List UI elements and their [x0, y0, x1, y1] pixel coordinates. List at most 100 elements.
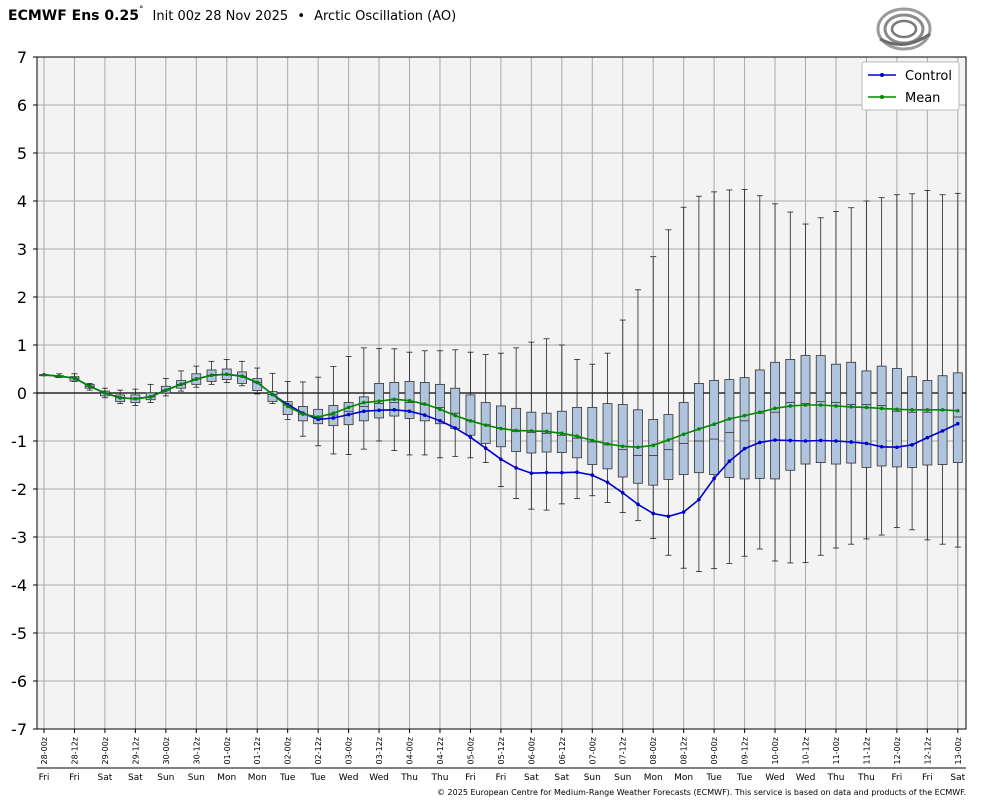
mean-point [742, 413, 747, 418]
box-plot [922, 190, 933, 541]
box-iqr [450, 387, 461, 429]
x-day-label: Thu [431, 773, 449, 783]
mean-point [346, 405, 351, 410]
box-iqr [419, 382, 430, 422]
control-point [575, 470, 579, 475]
x-tick-label: 29-00z [101, 737, 110, 764]
mean-point [590, 438, 595, 443]
x-day-label: Tue [736, 773, 753, 783]
mean-point [514, 428, 518, 433]
mean-point [849, 405, 853, 409]
legend-label-control: Control [905, 69, 952, 84]
mean-point [453, 413, 458, 418]
x-day-label: Tue [705, 773, 722, 783]
mean-point [620, 444, 625, 449]
y-tick-label: -3 [11, 528, 27, 547]
box-plot [815, 217, 826, 556]
control-point [697, 497, 701, 502]
box-iqr [770, 361, 780, 480]
control-point [834, 439, 838, 443]
control-point [362, 409, 366, 414]
y-tick-label: -7 [11, 720, 27, 739]
x-day-label: Mon [248, 773, 267, 783]
box-iqr [846, 361, 857, 464]
box-plot [891, 194, 902, 528]
mean-point [803, 403, 808, 407]
box-plot [602, 352, 613, 503]
x-day-label: Sat [950, 773, 965, 783]
control-point [727, 459, 732, 463]
x-tick-label: 09-00z [710, 737, 719, 764]
box-plot [739, 189, 750, 557]
x-day-label: Tue [279, 773, 296, 783]
mean-point [681, 432, 686, 437]
mean-point [255, 380, 260, 385]
header-init-time: Init 00z 28 Nov 2025 [152, 9, 289, 24]
x-day-label: Mon [217, 773, 236, 783]
box-plot [480, 354, 491, 464]
mean-point [788, 404, 793, 408]
x-tick-label: 09-12z [741, 737, 750, 764]
x-tick-label: 06-00z [527, 737, 536, 764]
control-point [940, 429, 945, 433]
legend-box [861, 61, 960, 111]
box-iqr [739, 377, 750, 480]
box-iqr [602, 403, 613, 470]
control-point [468, 435, 473, 439]
x-tick-label: 08-00z [649, 737, 658, 764]
control-point [910, 443, 914, 447]
mean-point [483, 423, 488, 427]
x-tick-label: 30-00z [162, 737, 171, 764]
x-tick-label: 03-12z [375, 737, 384, 764]
mean-point [834, 404, 838, 408]
x-day-label: Sun [584, 773, 601, 783]
mean-point [362, 400, 366, 405]
mean-point [42, 372, 46, 377]
x-day-label: Wed [369, 773, 389, 783]
box-plot [831, 211, 841, 549]
mean-point [194, 377, 199, 381]
x-tick-label: 07-00z [588, 737, 597, 764]
control-point [651, 511, 655, 516]
control-point [377, 408, 381, 413]
control-point [849, 440, 853, 444]
x-tick-label: 04-00z [406, 737, 415, 764]
mean-point [148, 395, 153, 399]
x-tick-label: 10-00z [771, 737, 780, 764]
x-tick-label: 11-12z [862, 737, 871, 764]
mean-point [118, 396, 122, 400]
mean-point [544, 429, 549, 434]
control-point [712, 476, 716, 481]
box-plot [724, 189, 735, 564]
mean-point [697, 427, 701, 431]
x-tick-label: 05-12z [497, 737, 506, 764]
x-tick-label: 13-00z [954, 737, 963, 764]
box-plot [252, 367, 263, 395]
x-tick-label: 11-00z [832, 737, 841, 764]
box-iqr [754, 369, 765, 479]
box-plot [709, 191, 720, 570]
mean-point [956, 408, 960, 413]
legend-label-mean: Mean [905, 91, 940, 106]
box-plot [846, 207, 857, 545]
mean-point [407, 398, 412, 403]
box-iqr [617, 404, 628, 478]
mean-point [864, 405, 869, 410]
x-day-label: Fri [69, 773, 80, 783]
box-iqr [678, 402, 689, 476]
box-plot [328, 366, 339, 455]
box-plot [678, 206, 689, 569]
x-day-label: Sat [524, 773, 539, 783]
legend-marker-control [880, 73, 884, 77]
x-tick-label: 05-00z [466, 737, 475, 764]
box-iqr [709, 380, 720, 475]
box-iqr [480, 402, 491, 444]
x-day-label: Sat [128, 773, 143, 783]
x-day-label: Sat [98, 773, 113, 783]
control-point [864, 441, 869, 446]
box-plot [572, 358, 582, 500]
x-day-label: Wed [339, 773, 359, 783]
control-point [666, 514, 671, 519]
control-point [681, 510, 686, 514]
mean-point [773, 406, 777, 411]
